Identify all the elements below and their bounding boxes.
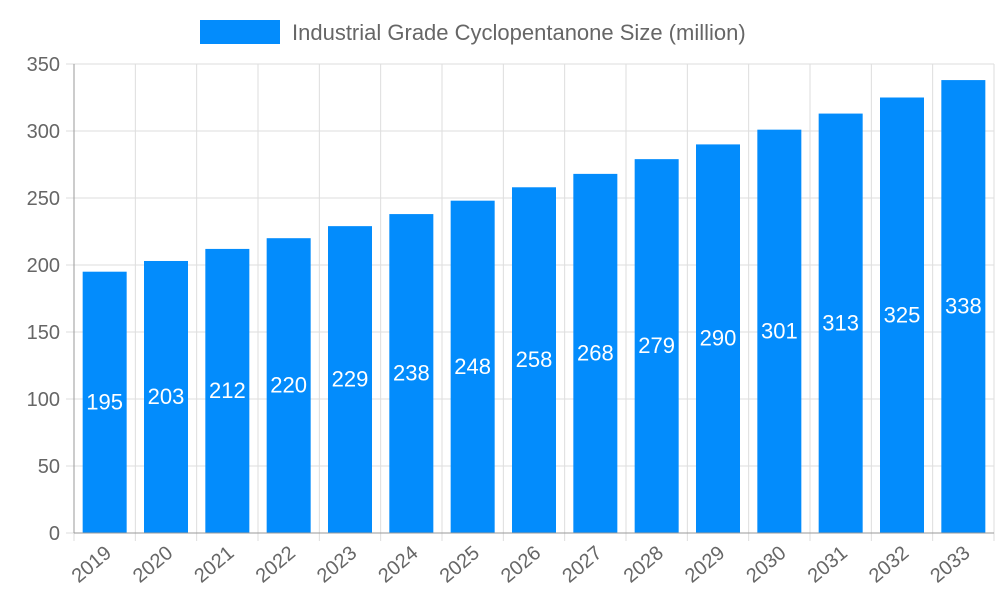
x-tick-label: 2033: [926, 542, 974, 587]
bar[interactable]: [144, 260, 188, 533]
data-labels: 195 203 212 220 229 238 248 258 268 279 290 301 313 3…: [86, 294, 981, 415]
x-tick-label: 2025: [436, 542, 484, 587]
bar[interactable]: [818, 113, 863, 533]
bar[interactable]: [880, 97, 924, 534]
y-tick-label: 0: [49, 523, 60, 545]
bar[interactable]: [205, 248, 250, 534]
x-tick-label: 2031: [804, 542, 852, 587]
bar[interactable]: [328, 226, 372, 533]
x-tick-label: 2019: [68, 542, 116, 587]
data-label: 325: [884, 302, 921, 327]
y-tick-label: 200: [27, 255, 60, 277]
data-label: 338: [945, 294, 982, 319]
data-label: 203: [148, 384, 185, 409]
x-tick-label: 2024: [374, 542, 422, 587]
bar[interactable]: [696, 144, 740, 533]
x-tick-label: 2030: [742, 542, 790, 587]
x-tick-label: 2027: [558, 542, 606, 587]
data-label: 268: [577, 340, 614, 365]
grid: [66, 63, 995, 541]
legend-label: Industrial Grade Cyclopentanone Size (mi…: [292, 20, 746, 45]
bar[interactable]: [389, 214, 434, 533]
bar[interactable]: [82, 271, 127, 533]
x-tick-label: 2022: [252, 542, 300, 587]
data-label: 212: [209, 378, 246, 403]
x-tick-label: 2029: [681, 542, 729, 587]
y-tick-label: 300: [27, 121, 60, 143]
bar[interactable]: [941, 80, 986, 533]
bar[interactable]: [573, 173, 618, 533]
y-tick-label: 100: [27, 389, 60, 411]
data-label: 229: [332, 367, 369, 392]
x-tick-label: 2028: [620, 542, 668, 587]
data-label: 220: [270, 373, 307, 398]
axes: 0 50 100 150 200 250 300 350 2019 2020 2021 2022 202…: [27, 54, 994, 587]
data-label: 195: [86, 389, 123, 414]
x-tick-label: 2026: [497, 542, 545, 587]
data-label: 248: [454, 354, 491, 379]
data-label: 279: [638, 333, 675, 358]
y-tick-label: 50: [38, 456, 60, 478]
y-tick-label: 150: [27, 322, 60, 344]
data-label: 301: [761, 318, 798, 343]
legend[interactable]: Industrial Grade Cyclopentanone Size (mi…: [200, 20, 746, 45]
x-tick-label: 2021: [190, 542, 238, 587]
bars: [82, 80, 986, 534]
x-tick-label: 2032: [865, 542, 913, 587]
bar[interactable]: [266, 238, 311, 533]
bar[interactable]: [450, 200, 495, 533]
bar[interactable]: [512, 187, 556, 533]
data-label: 313: [822, 310, 859, 335]
x-tick-label: 2023: [313, 542, 361, 587]
data-label: 290: [700, 326, 737, 351]
data-label: 258: [516, 347, 553, 372]
x-tick-label: 2020: [129, 542, 177, 587]
legend-swatch: [200, 20, 280, 44]
y-tick-label: 250: [27, 188, 60, 210]
y-tick-label: 350: [27, 54, 60, 76]
data-label: 238: [393, 361, 430, 386]
bar[interactable]: [757, 129, 802, 533]
bar[interactable]: [634, 159, 679, 533]
